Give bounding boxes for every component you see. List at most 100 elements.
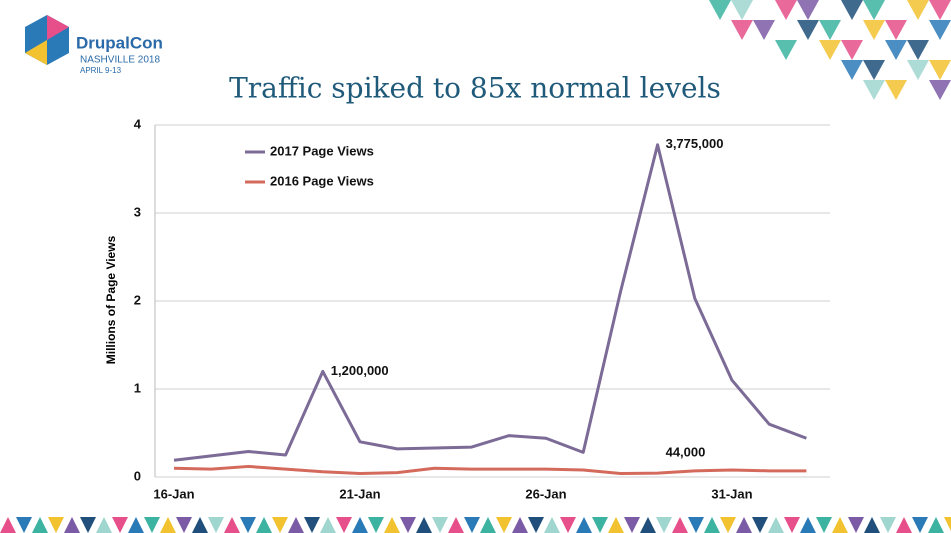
strip-triangle: [704, 517, 720, 533]
strip-triangle: [848, 517, 864, 533]
strip-triangle: [944, 517, 951, 531]
x-tick-label: 26-Jan: [525, 486, 566, 501]
corner-triangle: [709, 0, 731, 20]
strip-triangle: [928, 517, 944, 533]
y-tick-label: 2: [134, 292, 141, 307]
corner-triangle: [753, 20, 775, 40]
strip-triangle: [624, 517, 640, 533]
corner-triangle: [929, 20, 951, 40]
strip-triangle: [528, 517, 544, 533]
strip-triangle: [768, 517, 784, 533]
strip-triangle: [448, 517, 464, 533]
y-tick-label: 4: [134, 116, 142, 131]
corner-triangle: [819, 20, 841, 40]
strip-triangle: [560, 517, 576, 533]
data-label: 1,200,000: [331, 363, 389, 378]
strip-triangle: [48, 517, 64, 533]
corner-triangle: [929, 0, 951, 20]
corner-triangle: [775, 40, 797, 60]
strip-triangle: [352, 517, 368, 533]
corner-triangle: [907, 40, 929, 60]
legend-label: 2016 Page Views: [270, 173, 374, 188]
logo-name: DrupalCon: [76, 33, 163, 52]
strip-triangle: [912, 517, 928, 533]
strip-triangle: [640, 517, 656, 533]
strip-triangle: [816, 517, 832, 533]
strip-triangle: [544, 517, 560, 533]
strip-triangle: [880, 517, 896, 533]
corner-triangle: [863, 80, 885, 100]
series-line: [173, 464, 807, 475]
legend-label: 2017 Page Views: [270, 143, 374, 158]
strip-triangle: [240, 517, 256, 533]
corner-triangle: [907, 60, 929, 80]
strip-triangle: [688, 517, 704, 533]
logo: DrupalCon NASHVILLE 2018 APRIL 9-13: [25, 15, 163, 75]
strip-triangle: [832, 517, 848, 533]
strip-triangle: [256, 517, 272, 533]
y-tick-label: 1: [134, 380, 141, 395]
corner-triangle: [819, 40, 841, 60]
strip-triangle: [320, 517, 336, 533]
corner-triangle: [907, 0, 929, 20]
corner-triangle: [863, 0, 885, 20]
x-tick-label: 21-Jan: [339, 486, 380, 501]
strip-triangle: [512, 517, 528, 533]
strip-triangle: [192, 517, 208, 533]
x-tick-label: 16-Jan: [153, 486, 194, 501]
series-line: [173, 143, 807, 462]
corner-triangle: [775, 0, 797, 20]
strip-triangle: [112, 517, 128, 533]
corner-triangle: [885, 20, 907, 40]
data-label: 44,000: [666, 445, 706, 460]
strip-triangle: [384, 517, 400, 533]
strip-triangle: [464, 517, 480, 533]
strip-triangle: [144, 517, 160, 533]
strip-triangle: [608, 517, 624, 533]
strip-triangle: [896, 517, 912, 533]
logo-city: NASHVILLE 2018: [80, 55, 160, 66]
logo-facet: [25, 40, 47, 65]
strip-triangle: [720, 517, 736, 533]
strip-triangle: [304, 517, 320, 533]
corner-triangle: [885, 80, 907, 100]
corner-triangle: [797, 0, 819, 20]
logo-dates: APRIL 9-13: [80, 66, 122, 75]
corner-triangle: [863, 20, 885, 40]
strip-triangle: [496, 517, 512, 533]
strip-triangle: [432, 517, 448, 533]
strip-triangle: [160, 517, 176, 533]
strip-triangle: [576, 517, 592, 533]
strip-triangle: [784, 517, 800, 533]
chart-title: Traffic spiked to 85x normal levels: [229, 72, 721, 105]
strip-triangle: [0, 517, 16, 533]
corner-triangle: [731, 20, 753, 40]
strip-triangle: [800, 517, 816, 533]
y-tick-label: 3: [134, 204, 141, 219]
strip-triangle: [208, 517, 224, 533]
strip-triangle: [16, 517, 32, 533]
corner-triangle: [841, 40, 863, 60]
corner-triangle: [885, 40, 907, 60]
strip-triangle: [368, 517, 384, 533]
corner-triangle: [841, 0, 863, 20]
strip-triangle: [400, 517, 416, 533]
strip-triangle: [128, 517, 144, 533]
strip-triangle: [480, 517, 496, 533]
corner-triangle: [863, 60, 885, 80]
corner-triangle: [841, 60, 863, 80]
corner-triangle: [929, 80, 951, 100]
strip-triangle: [592, 517, 608, 533]
logo-facet: [47, 15, 69, 40]
strip-triangle: [224, 517, 240, 533]
strip-triangle: [416, 517, 432, 533]
strip-triangle: [80, 517, 96, 533]
strip-triangle: [64, 517, 80, 533]
strip-triangle: [288, 517, 304, 533]
x-tick-label: 31-Jan: [711, 486, 752, 501]
strip-triangle: [96, 517, 112, 533]
strip-triangle: [736, 517, 752, 533]
data-label: 3,775,000: [666, 136, 724, 151]
